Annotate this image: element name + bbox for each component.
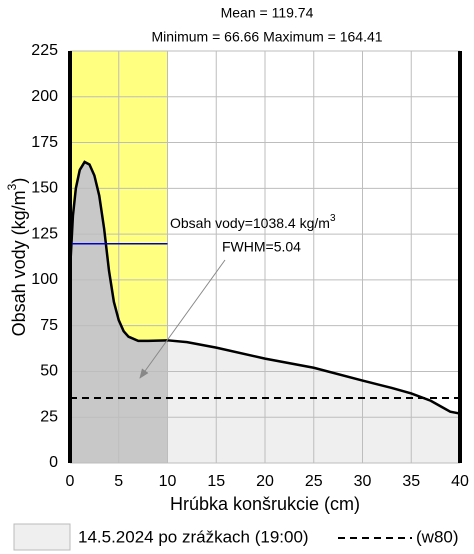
y-label-part: Obsah vody (kg/m <box>9 190 29 336</box>
line <box>68 160 461 415</box>
y-tick-label: 175 <box>31 134 58 151</box>
y-tick-label: 225 <box>31 42 58 59</box>
y-label-part: ) <box>9 178 29 184</box>
legend-label: (w80) <box>416 527 459 546</box>
x-tick-label: 5 <box>114 473 123 490</box>
x-tick-label: 0 <box>66 473 75 490</box>
x-tick-label: 30 <box>354 473 372 490</box>
y-tick-label: 125 <box>31 225 58 242</box>
annotation-arrow <box>139 259 226 379</box>
y-tick-label: 25 <box>40 408 58 425</box>
x-tick-label: 35 <box>402 473 420 490</box>
legend-swatch <box>13 523 71 551</box>
x-tick-label: 15 <box>207 473 225 490</box>
y-tick-label: 100 <box>31 271 58 288</box>
x-tick-label: 40 <box>451 473 469 490</box>
x-tick-label: 25 <box>305 473 323 490</box>
x-tick-label: 20 <box>256 473 274 490</box>
y-axis-label: Obsah vody (kg/m3) <box>5 178 29 337</box>
y-label-sup: 3 <box>5 183 19 190</box>
y-tick-label: 50 <box>40 363 58 380</box>
legend-label: 14.5.2024 po zrážkach (19:00) <box>78 527 309 546</box>
annotation: Obsah vody=1038.4 kg/m3 <box>170 213 336 231</box>
annotation: FWHM=5.04 <box>222 239 301 255</box>
y-tick-label: 75 <box>40 317 58 334</box>
header-line: Mean = 119.74 <box>221 5 314 21</box>
header-line: Minimum = 66.66 Maximum = 164.41 <box>151 29 382 45</box>
y-tick-label: 0 <box>49 454 58 471</box>
x-tick-label: 10 <box>159 473 177 490</box>
annotation-sup: 3 <box>330 213 336 224</box>
area-highlight <box>70 161 168 463</box>
y-tick-label: 200 <box>31 88 58 105</box>
annotation-text: Obsah vody=1038.4 kg/m <box>170 215 330 231</box>
y-tick-label: 150 <box>31 180 58 197</box>
x-axis-label: Hrúbka konšrukcie (cm) <box>170 494 360 514</box>
